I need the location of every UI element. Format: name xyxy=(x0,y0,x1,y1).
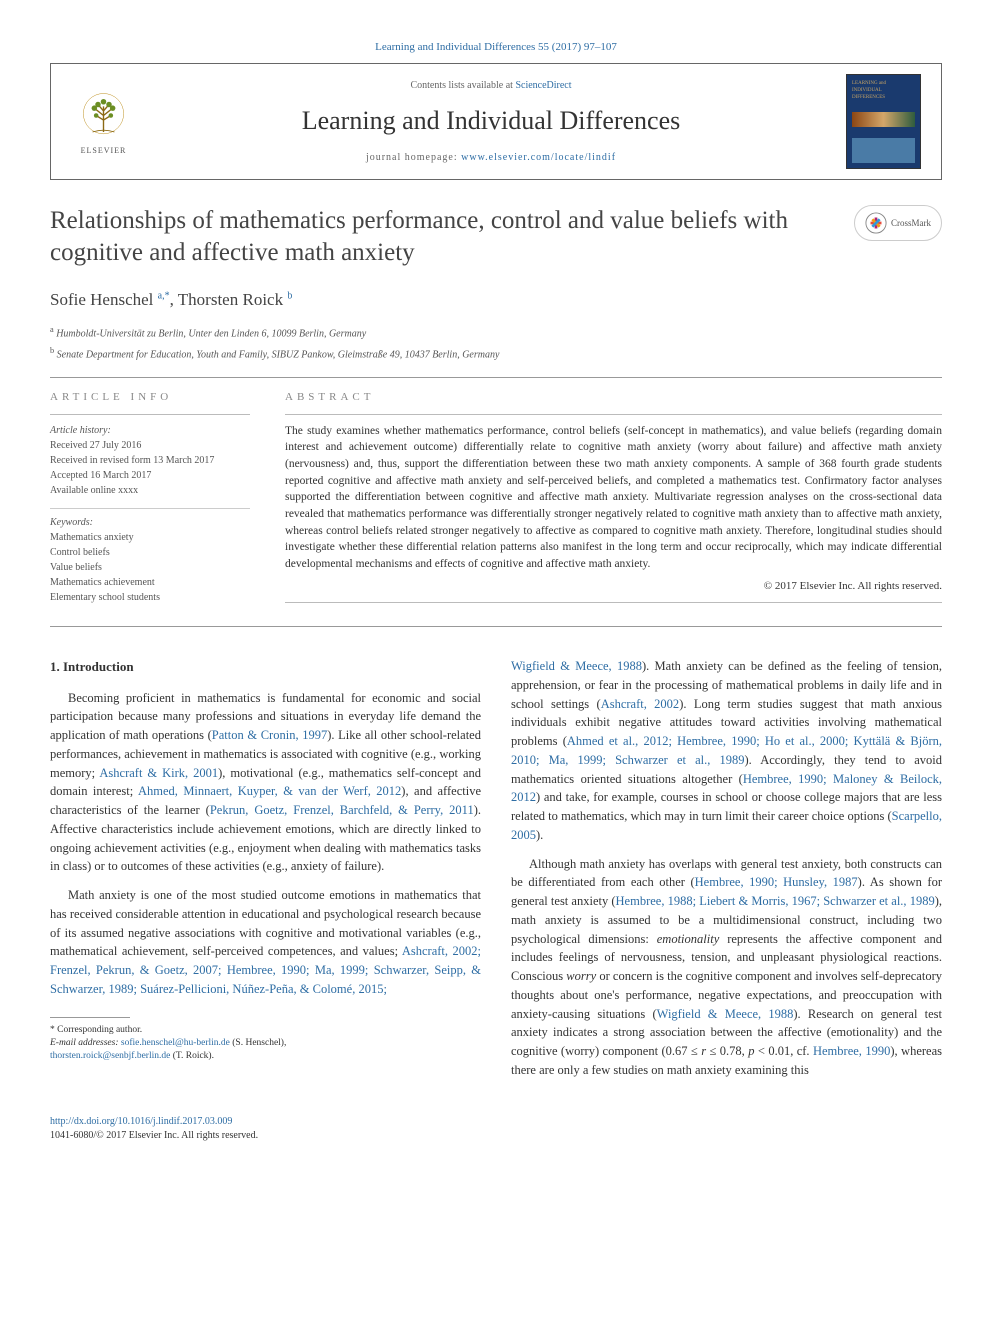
citation-ref[interactable]: Pekrun, Goetz, Frenzel, Barchfeld, & Per… xyxy=(210,803,474,817)
footnotes-block: * Corresponding author. E-mail addresses… xyxy=(50,1024,481,1064)
crossmark-label: CrossMark xyxy=(891,217,931,230)
article-title: Relationships of mathematics performance… xyxy=(50,205,854,268)
citation-ref[interactable]: Hembree, 1990; Hunsley, 1987 xyxy=(695,875,858,889)
keyword-line: Mathematics achievement xyxy=(50,575,250,590)
homepage-line: journal homepage: www.elsevier.com/locat… xyxy=(136,151,846,165)
body-col-left: 1. Introduction Becoming proficient in m… xyxy=(50,657,481,1090)
rule-info-top xyxy=(50,414,250,415)
abstract-text: The study examines whether mathematics p… xyxy=(285,423,942,573)
affiliation-line: a Humboldt-Universität zu Berlin, Unter … xyxy=(50,324,942,341)
citation-ref[interactable]: Hembree, 1988; Liebert & Morris, 1967; S… xyxy=(616,894,935,908)
keyword-line: Elementary school students xyxy=(50,590,250,605)
cover-band-1 xyxy=(852,112,915,127)
elsevier-label: ELSEVIER xyxy=(81,145,127,156)
abstract-copyright: © 2017 Elsevier Inc. All rights reserved… xyxy=(285,579,942,594)
email-label: E-mail addresses: xyxy=(50,1038,119,1048)
history-line: Received 27 July 2016 xyxy=(50,438,250,453)
body-two-columns: 1. Introduction Becoming proficient in m… xyxy=(50,657,942,1090)
keyword-line: Value beliefs xyxy=(50,560,250,575)
homepage-link[interactable]: www.elsevier.com/locate/lindif xyxy=(461,152,616,163)
affiliations: a Humboldt-Universität zu Berlin, Unter … xyxy=(50,324,942,363)
title-row: Relationships of mathematics performance… xyxy=(50,205,942,268)
history-label: Article history: xyxy=(50,423,250,438)
sciencedirect-link[interactable]: ScienceDirect xyxy=(515,80,571,91)
rule-info-mid xyxy=(50,508,250,509)
citation-ref[interactable]: Wigfield & Meece, 1988 xyxy=(511,659,642,673)
contents-available-line: Contents lists available at ScienceDirec… xyxy=(136,79,846,93)
body-paragraph: Wigfield & Meece, 1988). Math anxiety ca… xyxy=(511,657,942,845)
contents-prefix: Contents lists available at xyxy=(410,80,515,91)
author-name: Thorsten Roick xyxy=(178,290,288,309)
body-col-right: Wigfield & Meece, 1988). Math anxiety ca… xyxy=(511,657,942,1090)
article-info-heading: ARTICLE INFO xyxy=(50,390,250,405)
author-affil-mark: a,* xyxy=(158,290,170,301)
rule-abstract-top xyxy=(285,414,942,415)
journal-header: ELSEVIER Contents lists available at Sci… xyxy=(50,63,942,180)
citation-ref[interactable]: Patton & Cronin, 1997 xyxy=(212,728,327,742)
citation-ref[interactable]: Wigfield & Meece, 1988 xyxy=(657,1007,794,1021)
elsevier-tree-icon xyxy=(76,88,131,143)
doi-link[interactable]: http://dx.doi.org/10.1016/j.lindif.2017.… xyxy=(50,1116,232,1127)
authors-line: Sofie Henschel a,*, Thorsten Roick b xyxy=(50,288,942,312)
text-run: < 0.01, cf. xyxy=(754,1044,813,1058)
page-container: Learning and Individual Differences 55 (… xyxy=(0,0,992,1183)
text-run: ) and take, for example, courses in scho… xyxy=(511,790,942,823)
footnote-rule xyxy=(50,1017,130,1018)
emphasis: worry xyxy=(566,969,596,983)
info-abstract-row: ARTICLE INFO Article history: Received 2… xyxy=(50,390,942,611)
affil-mark: b xyxy=(50,346,54,355)
rule-after-affil xyxy=(50,377,942,378)
author-affil-mark: b xyxy=(287,290,292,301)
crossmark-icon xyxy=(865,212,887,234)
history-line: Accepted 16 March 2017 xyxy=(50,468,250,483)
article-history-block: Article history: Received 27 July 2016Re… xyxy=(50,423,250,605)
history-line: Received in revised form 13 March 2017 xyxy=(50,453,250,468)
elsevier-logo: ELSEVIER xyxy=(71,84,136,159)
header-center: Contents lists available at ScienceDirec… xyxy=(136,79,846,165)
email-line: E-mail addresses: sofie.henschel@hu-berl… xyxy=(50,1037,481,1064)
author-name: Sofie Henschel xyxy=(50,290,158,309)
citation-ref[interactable]: Ashcraft, 2002 xyxy=(601,697,680,711)
issn-copyright-line: 1041-6080/© 2017 Elsevier Inc. All right… xyxy=(50,1130,258,1141)
history-line: Available online xxxx xyxy=(50,483,250,498)
body-paragraph: Math anxiety is one of the most studied … xyxy=(50,886,481,999)
keywords-label: Keywords: xyxy=(50,515,250,530)
homepage-prefix: journal homepage: xyxy=(366,152,461,163)
affil-mark: a xyxy=(50,325,54,334)
author-email-link[interactable]: thorsten.roick@senbjf.berlin.de xyxy=(50,1051,170,1061)
crossmark-badge[interactable]: CrossMark xyxy=(854,205,942,241)
text-run: ). xyxy=(536,828,543,842)
abstract-column: ABSTRACT The study examines whether math… xyxy=(285,390,942,611)
journal-name: Learning and Individual Differences xyxy=(136,103,846,139)
citation-ref[interactable]: Ahmed, Minnaert, Kuyper, & van der Werf,… xyxy=(138,784,401,798)
body-paragraph: Although math anxiety has overlaps with … xyxy=(511,855,942,1080)
affiliation-line: b Senate Department for Education, Youth… xyxy=(50,345,942,362)
cover-band-2 xyxy=(852,138,915,163)
body-paragraph: Becoming proficient in mathematics is fu… xyxy=(50,689,481,877)
citation-ref[interactable]: Ashcraft & Kirk, 2001 xyxy=(99,766,218,780)
top-citation: Learning and Individual Differences 55 (… xyxy=(50,40,942,55)
text-run: ≤ 0.78, xyxy=(706,1044,748,1058)
article-info-column: ARTICLE INFO Article history: Received 2… xyxy=(50,390,250,611)
journal-cover-thumbnail: LEARNING and INDIVIDUAL DIFFERENCES xyxy=(846,74,921,169)
keyword-line: Control beliefs xyxy=(50,545,250,560)
author-email-link[interactable]: sofie.henschel@hu-berlin.de xyxy=(121,1038,230,1048)
keyword-line: Mathematics anxiety xyxy=(50,530,250,545)
emphasis: emotionality xyxy=(657,932,720,946)
rule-before-body xyxy=(50,626,942,627)
citation-ref[interactable]: Hembree, 1990 xyxy=(813,1044,890,1058)
rule-abstract-bot xyxy=(285,602,942,603)
cover-title-text: LEARNING and INDIVIDUAL DIFFERENCES xyxy=(852,80,915,101)
corresponding-author-note: * Corresponding author. xyxy=(50,1024,481,1037)
section-heading-intro: 1. Introduction xyxy=(50,657,481,677)
abstract-heading: ABSTRACT xyxy=(285,390,942,405)
page-footer: http://dx.doi.org/10.1016/j.lindif.2017.… xyxy=(50,1115,942,1143)
